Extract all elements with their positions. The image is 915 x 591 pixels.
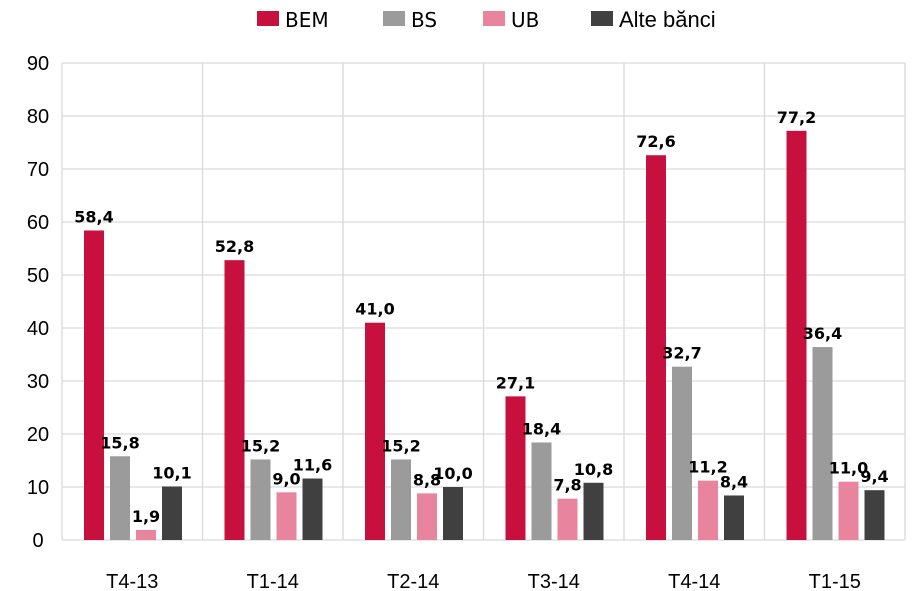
data-label: 15,2	[381, 436, 420, 455]
bar-bem	[646, 155, 666, 540]
data-labels: 58,4 52,8 41,0 27,1 72,6 77,2 15,8 15,2 15,2 18,4…	[74, 108, 888, 526]
bar-alte-b-nci	[162, 486, 182, 540]
bar-ub	[417, 493, 437, 540]
data-label: 72,6	[636, 132, 675, 151]
legend-swatch	[383, 11, 405, 26]
data-label: 8,8	[413, 470, 441, 489]
x-axis-ticks: T4-13 T1-14 T2-14 T3-14 T4-14 T1-15	[106, 571, 861, 591]
data-label: 41,0	[355, 300, 394, 319]
bar-ub	[838, 481, 859, 540]
legend-label: BEM	[285, 8, 329, 32]
bar-ub	[276, 492, 297, 540]
data-label: 77,2	[777, 108, 816, 127]
bar-alte-b-nci	[443, 487, 463, 540]
data-label: 15,2	[241, 436, 280, 455]
bar-alte-b-nci	[864, 490, 885, 540]
y-tick-label: 40	[27, 318, 49, 340]
data-label: 9,0	[272, 469, 300, 488]
bar-bs	[110, 456, 130, 540]
bar-bs	[531, 442, 552, 540]
x-tick-label: T4-14	[668, 571, 720, 591]
bar-ub	[136, 529, 156, 540]
data-label: 58,4	[74, 207, 113, 226]
y-axis-ticks: 0 10 20 30 40 50 60 70 80 90	[27, 53, 49, 552]
y-tick-label: 50	[27, 265, 49, 287]
y-tick-label: 0	[32, 530, 43, 552]
bar-bem	[365, 322, 385, 540]
chart-bars	[84, 130, 885, 541]
y-tick-label: 30	[27, 371, 49, 393]
bar-alte-b-nci	[583, 482, 604, 540]
bar-bs	[672, 366, 692, 540]
data-label: 10,8	[574, 460, 613, 479]
bar-ub	[698, 480, 718, 540]
legend-swatch	[591, 11, 613, 26]
data-label: 15,8	[100, 433, 139, 452]
y-tick-label: 60	[27, 212, 49, 234]
legend-label: Alte bănci	[619, 7, 716, 32]
legend-swatch	[257, 11, 279, 26]
x-tick-label: T3-14	[528, 571, 580, 591]
bar-alte-b-nci	[302, 478, 323, 540]
data-label: 27,1	[496, 373, 535, 392]
bar-ub	[557, 498, 578, 540]
bar-bs	[250, 459, 271, 540]
data-label: 32,7	[662, 344, 701, 363]
data-label: 10,1	[152, 463, 191, 482]
data-label: 10,0	[433, 464, 472, 483]
bar-bem	[84, 230, 104, 541]
y-tick-label: 80	[27, 106, 49, 128]
x-tick-label: T1-14	[247, 571, 299, 591]
bar-bem	[224, 260, 245, 540]
data-label: 9,4	[860, 467, 888, 486]
data-label: 11,0	[829, 459, 868, 478]
data-label: 1,9	[132, 507, 160, 526]
legend-swatch	[483, 11, 505, 26]
x-tick-label: T1-15	[809, 571, 861, 591]
chart-gridlines	[61, 62, 906, 541]
bar-alte-b-nci	[724, 495, 744, 540]
legend-label: BS	[411, 8, 437, 32]
y-tick-label: 20	[27, 424, 49, 446]
data-label: 18,4	[522, 419, 561, 438]
data-label: 11,2	[688, 458, 727, 477]
data-label: 36,4	[803, 324, 842, 343]
x-tick-label: T2-14	[387, 571, 439, 591]
y-tick-label: 90	[27, 53, 49, 75]
data-label: 8,4	[720, 472, 748, 491]
data-label: 7,8	[553, 476, 581, 495]
data-label: 11,6	[293, 456, 332, 475]
bar-bs	[391, 459, 411, 540]
data-label: 52,8	[215, 237, 254, 256]
y-tick-label: 10	[27, 477, 49, 499]
x-tick-label: T4-13	[106, 571, 158, 591]
bar-bs	[812, 347, 833, 540]
legend-label: UB	[511, 8, 539, 32]
chart-legend: BEM BS UB Alte bănci	[257, 7, 716, 32]
y-tick-label: 70	[27, 159, 49, 181]
bar-bem	[505, 396, 526, 540]
bar-bem	[786, 130, 807, 540]
